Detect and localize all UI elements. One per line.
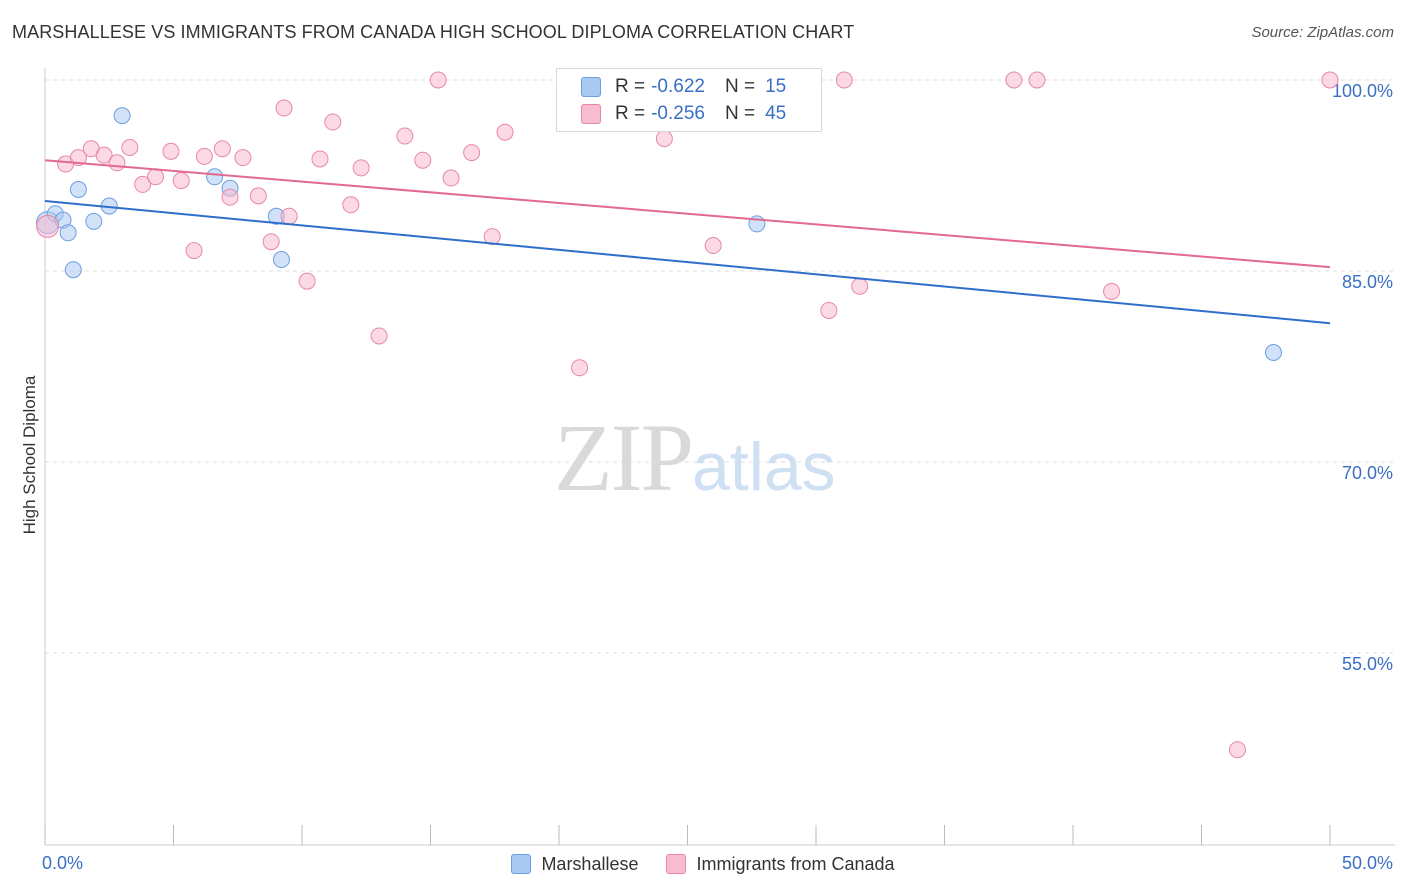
canada-point [429,71,447,89]
marshallese-point [64,261,82,279]
canada-point [298,272,316,290]
marshallese-point [59,224,77,242]
y-tick-label: 55.0% [1342,654,1393,674]
canada-trend-line [44,159,1331,269]
marshallese-trend-line [44,199,1331,325]
canada-point [280,207,298,225]
canada-point [324,113,342,131]
legend-swatch [511,854,532,874]
correlation-legend: R = -0.622 N = 15 R = -0.256 N = 45 [556,68,822,132]
canada-point [442,169,460,187]
canada-point [249,187,267,205]
zipatlas-watermark: ZIPatlas [554,404,836,511]
canada-point [185,242,203,260]
canada-point [820,301,838,319]
canada-point [655,130,673,148]
legend-item-canada: Immigrants from Canada [666,854,895,875]
marshallese-point [113,107,131,125]
canada-point [463,144,481,162]
canada-point [1103,282,1121,300]
canada-point [172,172,190,190]
canada-point [147,168,165,186]
y-tick-label: 70.0% [1342,463,1393,483]
canada-point [275,99,293,117]
canada-point [342,196,360,214]
canada-point [352,159,370,177]
r-value-marshallese: -0.622 [651,76,705,97]
canada-point [1228,741,1246,759]
canada-point [262,233,280,251]
canada-point [1321,71,1339,89]
canada-point [311,150,329,168]
marshallese-point [272,251,290,269]
canada-point [370,327,388,345]
canada-point [1005,71,1023,89]
canada-point [396,127,414,145]
canada-point [134,175,152,193]
legend-row-canada: R = -0.256 N = 45 [581,102,786,126]
canada-point [121,138,139,156]
r-value-canada: -0.256 [651,103,705,124]
canada-point [704,237,722,255]
legend-swatch-marshallese [581,77,601,97]
n-value-marshallese: 15 [765,76,787,97]
canada-point [213,140,231,158]
canada-point [414,151,432,169]
legend-row-marshallese: R = -0.622 N = 15 [581,75,786,99]
x-tick-label: 0.0% [42,853,83,873]
canada-point [162,142,180,160]
canada-point [835,71,853,89]
canada-point [571,359,589,377]
canada-point [496,123,514,141]
marshallese-point [1264,343,1282,361]
legend-item-marshallese: Marshallese [511,854,638,875]
n-value-canada: 45 [765,103,787,124]
canada-point [36,214,60,238]
canada-point [1028,71,1046,89]
legend-swatch [666,854,687,874]
canada-point [234,149,252,167]
y-tick-label: 85.0% [1342,272,1393,292]
marshallese-point [206,168,224,186]
x-tick-label: 50.0% [1342,853,1393,873]
canada-point [851,277,869,295]
canada-point [221,188,239,206]
chart-title: MARSHALLESE VS IMMIGRANTS FROM CANADA HI… [12,22,855,42]
marshallese-point [85,212,103,230]
y-tick-label: 100.0% [1332,81,1393,101]
marshallese-point [69,181,87,199]
canada-point [108,154,126,172]
source-note: Source: ZipAtlas.com [1251,24,1394,41]
legend-swatch-canada [581,104,601,124]
series-legend: Marshallese Immigrants from Canada [0,852,1406,876]
canada-point [483,228,501,246]
canada-point [95,146,113,164]
canada-point [195,147,213,165]
